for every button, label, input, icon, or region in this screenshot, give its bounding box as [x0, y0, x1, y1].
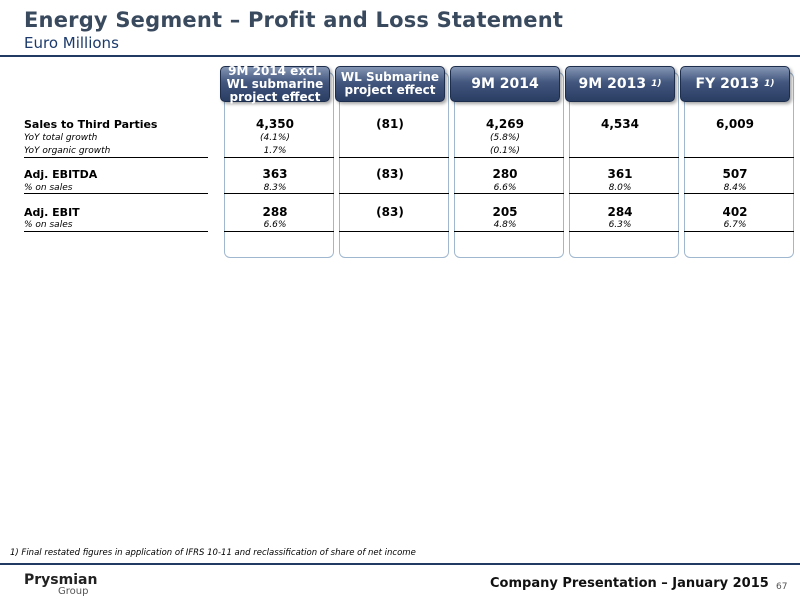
column-header-label: 9M 2013 [578, 75, 647, 92]
table-cell: 284 [607, 205, 633, 219]
table-cell: 361 [607, 167, 633, 181]
row-label: % on sales [24, 220, 73, 230]
footer-divider [0, 563, 800, 565]
page-subtitle: Euro Millions [24, 34, 119, 52]
row-label: Adj. EBITDA [24, 168, 98, 181]
row-label: YoY total growth [24, 133, 98, 143]
column-header-9m2013: 9M 2013 1) [565, 66, 675, 102]
row-divider [24, 157, 208, 158]
row-label: YoY organic growth [24, 146, 111, 156]
table-cell: (5.8%) [490, 133, 520, 143]
row-divider [684, 193, 794, 194]
column-header-wl-effect: WL Submarine project effect [335, 66, 445, 102]
row-divider [569, 193, 679, 194]
row-label: Sales to Third Parties [24, 118, 158, 131]
table-cell: 402 [722, 205, 748, 219]
table-cell: 6.6% [263, 220, 287, 230]
table-cell: 6,009 [716, 117, 754, 131]
table-cell: 288 [262, 205, 288, 219]
table-cell: (83) [376, 205, 404, 219]
row-label: Adj. EBIT [24, 206, 80, 219]
row-divider [24, 193, 208, 194]
header-divider [0, 55, 800, 57]
table-cell: 280 [492, 167, 518, 181]
table-cell: (4.1%) [260, 133, 290, 143]
page-title: Energy Segment – Profit and Loss Stateme… [24, 8, 564, 32]
row-divider [224, 193, 334, 194]
row-divider [224, 157, 334, 158]
column-header-footnote: 1) [651, 78, 662, 89]
table-cell: 6.6% [493, 183, 517, 193]
column-header-9m2014-excl: 9M 2014 excl. WL submarine project effec… [220, 63, 330, 104]
row-divider [684, 231, 794, 232]
table-cell: 507 [722, 167, 748, 181]
page-number: 67 [776, 582, 788, 592]
column-box-4 [569, 72, 679, 258]
row-divider [24, 231, 208, 232]
row-divider [224, 231, 334, 232]
column-box-1 [224, 72, 334, 258]
row-divider [339, 231, 449, 232]
table-cell: 8.0% [608, 183, 632, 193]
column-header-footnote: 1) [764, 78, 775, 89]
table-cell: (83) [376, 167, 404, 181]
row-divider [569, 157, 679, 158]
table-cell: 4,269 [486, 117, 524, 131]
table-cell: 8.4% [723, 183, 747, 193]
row-divider [684, 157, 794, 158]
row-divider [454, 193, 564, 194]
column-box-3 [454, 72, 564, 258]
table-cell: 205 [492, 205, 518, 219]
table-cell: 4,350 [256, 117, 294, 131]
row-divider [339, 157, 449, 158]
table-cell: 6.3% [608, 220, 632, 230]
column-header-fy2013: FY 2013 1) [680, 66, 790, 102]
column-header-label: 9M 2014 excl. WL submarine project effec… [226, 63, 324, 104]
column-box-2 [339, 72, 449, 258]
table-cell: 363 [262, 167, 288, 181]
table-cell: (0.1%) [490, 146, 520, 156]
row-label: % on sales [24, 183, 73, 193]
table-cell: 8.3% [263, 183, 287, 193]
table-cell: 1.7% [263, 146, 287, 156]
table-cell: 4.8% [493, 220, 517, 230]
company-logo: Prysmian [24, 572, 98, 588]
column-header-label: WL Submarine project effect [340, 70, 440, 97]
column-header-label: FY 2013 [695, 75, 760, 92]
column-header-label: 9M 2014 [471, 75, 539, 92]
column-header-9m2014: 9M 2014 [450, 66, 560, 102]
table-cell: 6.7% [723, 220, 747, 230]
table-cell: (81) [376, 117, 404, 131]
row-divider [454, 157, 564, 158]
row-divider [454, 231, 564, 232]
footer-text: Company Presentation – January 2015 [490, 576, 769, 591]
company-logo-sub: Group [58, 586, 89, 597]
column-box-5 [684, 72, 794, 258]
table-cell: 4,534 [601, 117, 639, 131]
row-divider [339, 193, 449, 194]
row-divider [569, 231, 679, 232]
footnote: 1) Final restated figures in application… [10, 548, 416, 558]
